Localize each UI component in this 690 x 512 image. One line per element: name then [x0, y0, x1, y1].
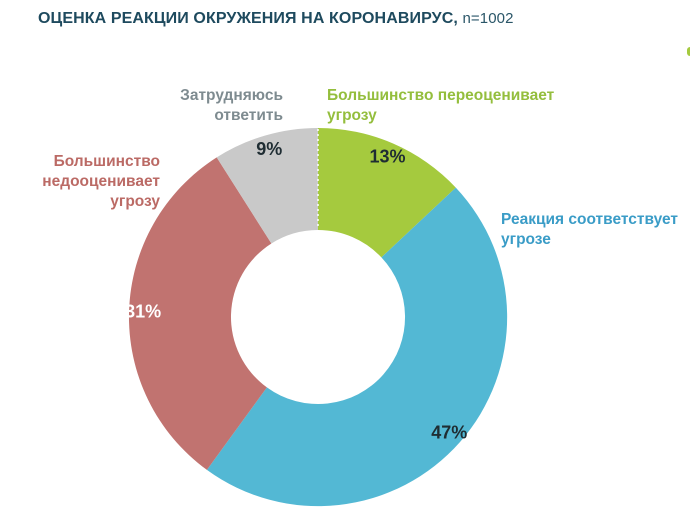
- label-line: Реакция соответствует: [501, 211, 679, 228]
- label-line: угрозу: [327, 107, 377, 124]
- clipped-green-shape-artifact: [687, 47, 690, 56]
- label-overestimate-threat: Большинство переоценивает угрозу: [327, 86, 554, 126]
- label-line: угрозу: [110, 193, 160, 210]
- donut-slice-2: [128, 157, 272, 470]
- donut-slice-3: [216, 127, 318, 244]
- chart-title-main: ОЦЕНКА РЕАКЦИИ ОКРУЖЕНИЯ НА КОРОНАВИРУС,: [38, 10, 458, 27]
- slice-percent-label: 31%: [125, 302, 161, 322]
- label-line: угрозе: [501, 231, 551, 248]
- label-underestimate-threat: Большинство недооценивает угрозу: [42, 152, 160, 212]
- donut-slice-0: [318, 127, 456, 258]
- slice-percent-label: 47%: [431, 423, 467, 443]
- label-reaction-matches-threat: Реакция соответствует угрозе: [501, 210, 678, 250]
- page-title: ОЦЕНКА РЕАКЦИИ ОКРУЖЕНИЯ НА КОРОНАВИРУС,…: [38, 10, 514, 28]
- label-line: Большинство переоценивает: [327, 87, 555, 104]
- chart-sample-size: n=1002: [462, 10, 514, 27]
- label-line: Затрудняюсь: [180, 87, 283, 104]
- donut-slice-1: [206, 187, 508, 507]
- label-hard-to-answer: Затрудняюсь ответить: [180, 86, 283, 126]
- slice-percent-label: 13%: [369, 146, 405, 166]
- label-line: Большинство: [53, 153, 160, 170]
- slice-percent-label: 9%: [256, 139, 282, 159]
- label-line: ответить: [214, 107, 283, 124]
- label-line: недооценивает: [42, 173, 160, 190]
